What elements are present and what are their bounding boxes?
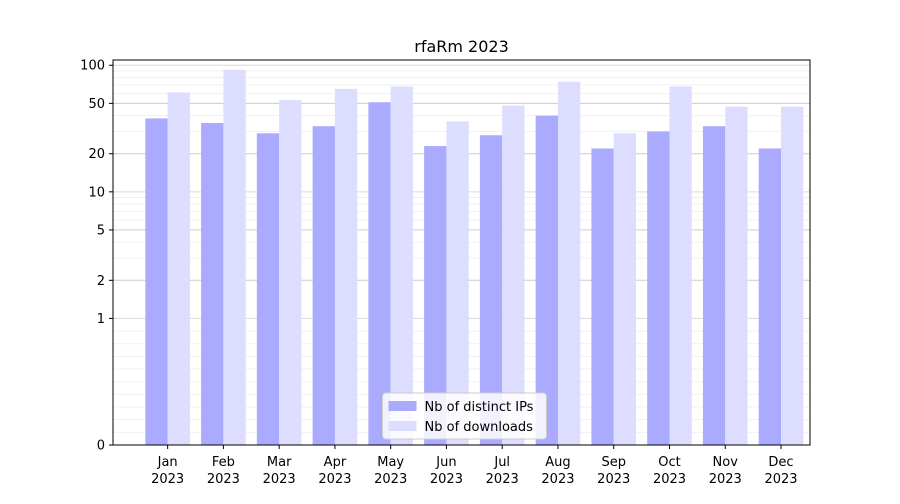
x-tick-month: Sep: [601, 455, 626, 470]
x-tick-label: Mar 2023: [263, 455, 296, 487]
legend-swatch: [388, 401, 417, 411]
x-tick-year: 2023: [486, 472, 519, 487]
legend-swatch: [388, 421, 417, 431]
x-tick-label: May 2023: [374, 455, 407, 487]
x-tick-month: Nov: [713, 455, 739, 470]
x-tick-month: May: [377, 455, 404, 470]
bar-downloads: [334, 88, 358, 445]
legend-box: [382, 392, 547, 440]
x-tick-month: Aug: [545, 455, 570, 470]
bar-distinct-ips: [145, 118, 168, 445]
legend: Nb of distinct IPs Nb of downloads: [382, 392, 547, 440]
y-tick-label: 20: [88, 147, 105, 162]
x-tick-month: Jun: [435, 455, 456, 470]
bar-downloads: [781, 106, 804, 445]
x-tick-year: 2023: [653, 472, 686, 487]
bar-distinct-ips: [535, 115, 558, 445]
x-axis: Jan 2023 Feb 2023 Mar 2023 Apr 2023 May 2023 Jun 20…: [151, 445, 798, 487]
x-tick-year: 2023: [151, 472, 184, 487]
x-tick-label: Oct 2023: [653, 455, 686, 487]
legend-label: Nb of distinct IPs: [425, 400, 534, 415]
x-tick-month: Jul: [493, 455, 510, 470]
bar-distinct-ips: [591, 148, 614, 445]
x-tick-month: Mar: [267, 455, 292, 470]
bars: [145, 69, 804, 446]
bar-downloads: [167, 92, 190, 446]
x-tick-year: 2023: [597, 472, 630, 487]
bar-downloads: [725, 106, 748, 445]
y-tick-label: 2: [97, 274, 105, 289]
y-axis: 0 1 2 5 10 20 50 100: [80, 59, 113, 454]
y-tick-label: 10: [88, 185, 105, 200]
y-tick-label: 50: [88, 97, 105, 112]
bar-downloads: [223, 69, 246, 446]
x-tick-month: Apr: [324, 455, 347, 470]
bar-downloads: [446, 121, 469, 445]
bar-distinct-ips: [201, 122, 224, 445]
x-tick-label: Sep 2023: [597, 455, 630, 487]
bar-distinct-ips: [702, 126, 726, 446]
bar-downloads: [279, 100, 302, 445]
x-tick-year: 2023: [709, 472, 742, 487]
x-tick-month: Jan: [157, 455, 178, 470]
x-tick-year: 2023: [541, 472, 574, 487]
x-tick-label: Feb 2023: [207, 455, 240, 487]
x-tick-year: 2023: [764, 472, 797, 487]
x-tick-year: 2023: [207, 472, 240, 487]
bar-distinct-ips: [758, 148, 782, 445]
y-tick-label: 0: [97, 439, 105, 454]
x-tick-year: 2023: [318, 472, 351, 487]
x-tick-label: Jan 2023: [151, 455, 184, 487]
x-tick-label: Dec 2023: [764, 455, 797, 487]
x-tick-month: Dec: [768, 455, 793, 470]
bar-downloads: [502, 105, 525, 446]
x-tick-year: 2023: [374, 472, 407, 487]
bar-downloads: [557, 81, 581, 445]
chart-title: rfaRm 2023: [414, 37, 509, 56]
bar-distinct-ips: [368, 102, 391, 445]
y-tick-label: 100: [80, 59, 105, 74]
bar-distinct-ips: [256, 133, 280, 445]
bar-distinct-ips: [479, 135, 503, 445]
x-tick-year: 2023: [263, 472, 296, 487]
x-tick-label: Nov 2023: [709, 455, 742, 487]
x-tick-label: Jul 2023: [486, 455, 519, 487]
plot-frame: [112, 59, 811, 446]
x-tick-label: Jun 2023: [430, 455, 463, 487]
x-tick-month: Feb: [212, 455, 235, 470]
x-tick-month: Oct: [658, 455, 680, 470]
bar-downloads: [390, 86, 413, 445]
bar-downloads: [669, 86, 692, 445]
bar-distinct-ips: [647, 131, 670, 445]
x-tick-label: Apr 2023: [318, 455, 351, 487]
x-tick-year: 2023: [430, 472, 463, 487]
y-tick-label: 5: [97, 223, 105, 238]
x-tick-label: Aug 2023: [541, 455, 574, 487]
y-tick-label: 1: [97, 312, 105, 327]
legend-label: Nb of downloads: [425, 420, 534, 435]
bar-downloads: [613, 133, 637, 445]
bar-distinct-ips: [424, 146, 447, 445]
bar-distinct-ips: [312, 126, 335, 446]
